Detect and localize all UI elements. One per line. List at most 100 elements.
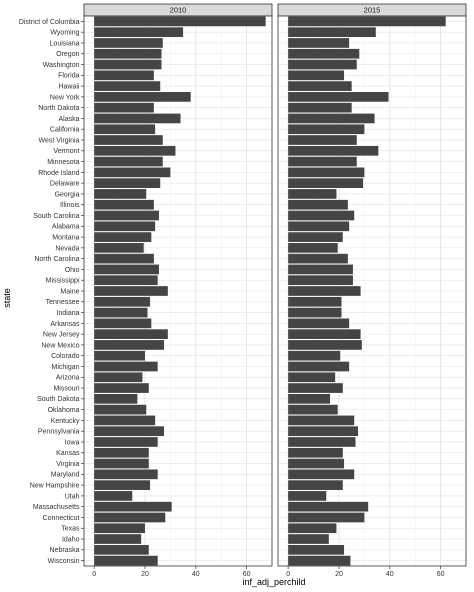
bar-2010-missouri bbox=[94, 383, 149, 393]
bar-2010-washington bbox=[94, 59, 162, 70]
y-tick-label: South Dakota bbox=[37, 396, 80, 403]
y-tick-label: Ohio bbox=[65, 267, 80, 274]
y-tick-label: Washington bbox=[43, 62, 80, 69]
y-tick-label: Massachusetts bbox=[33, 504, 80, 511]
y-tick-label: Idaho bbox=[62, 536, 80, 543]
y-tick-label: Arizona bbox=[56, 375, 80, 382]
y-tick-label: Nebraska bbox=[50, 547, 80, 554]
x-tick-label: 0 bbox=[92, 571, 96, 578]
bar-2015-south-carolina bbox=[288, 210, 355, 221]
y-tick-label: North Carolina bbox=[34, 256, 79, 263]
bar-2015-wyoming bbox=[288, 27, 376, 38]
y-tick-label: South Carolina bbox=[33, 213, 79, 220]
y-tick-label: Montana bbox=[52, 234, 79, 241]
y-tick-label: Virginia bbox=[56, 461, 79, 468]
bar-2015-new-jersey bbox=[288, 329, 361, 339]
y-tick-label: Louisiana bbox=[50, 40, 80, 47]
y-tick-label: Alaska bbox=[58, 116, 79, 123]
bar-2015-south-dakota bbox=[288, 393, 331, 404]
bar-2015-virginia bbox=[288, 458, 345, 469]
y-tick-label: Texas bbox=[61, 526, 80, 533]
bar-2010-arkansas bbox=[94, 318, 152, 329]
y-tick-label: New Jersey bbox=[43, 332, 80, 339]
y-tick-label: Pennsylvania bbox=[38, 429, 80, 436]
y-tick-label: Connecticut bbox=[43, 515, 80, 522]
bar-2015-new-hampshire bbox=[288, 480, 343, 490]
bar-2010-rhode-island bbox=[94, 167, 171, 178]
y-tick-label: Iowa bbox=[65, 439, 80, 446]
panel-border bbox=[277, 15, 467, 567]
y-tick-label: Utah bbox=[65, 493, 80, 500]
bar-2010-utah bbox=[94, 491, 133, 501]
y-tick-label: Georgia bbox=[55, 191, 80, 198]
bar-2015-iowa bbox=[288, 437, 356, 447]
bar-2015-alabama bbox=[288, 221, 350, 232]
bar-2015-vermont bbox=[288, 145, 379, 156]
x-tick-label: 40 bbox=[192, 571, 200, 578]
bar-2015-nevada bbox=[288, 243, 338, 253]
bar-2015-north-dakota bbox=[288, 102, 352, 113]
bar-2010-new-hampshire bbox=[94, 480, 151, 490]
bar-2010-connecticut bbox=[94, 512, 166, 523]
bar-2015-georgia bbox=[288, 189, 337, 199]
bar-2010-wyoming bbox=[94, 27, 184, 38]
x-tick-label: 20 bbox=[335, 571, 343, 578]
bar-2010-maryland bbox=[94, 469, 158, 480]
bar-2015-california bbox=[288, 124, 365, 135]
bar-2010-indiana bbox=[94, 307, 148, 318]
bar-2010-pennsylvania bbox=[94, 426, 165, 437]
bar-2010-south-carolina bbox=[94, 210, 159, 221]
bar-2015-ohio bbox=[288, 264, 353, 275]
bar-2015-tennessee bbox=[288, 296, 342, 307]
bar-2015-district-of-columbia bbox=[288, 16, 446, 27]
bar-2010-alabama bbox=[94, 221, 156, 232]
bar-2010-district-of-columbia bbox=[94, 16, 266, 27]
bar-2015-indiana bbox=[288, 307, 342, 318]
bar-2010-texas bbox=[94, 523, 145, 534]
bar-2010-louisiana bbox=[94, 38, 163, 48]
bar-2015-idaho bbox=[288, 534, 329, 544]
bar-2015-louisiana bbox=[288, 38, 350, 48]
bar-2015-maryland bbox=[288, 469, 355, 480]
bar-2010-oregon bbox=[94, 48, 162, 59]
y-tick-label: Maine bbox=[60, 288, 79, 295]
y-tick-label: Oregon bbox=[56, 51, 79, 58]
bar-2010-alaska bbox=[94, 113, 181, 124]
x-axis-title: inf_adj_perchild bbox=[242, 577, 305, 587]
y-tick-label: New Hampshire bbox=[30, 483, 80, 490]
facet-panel-2010: 2010 0 20 40 60 District of Columbia Wyoming Lo… bbox=[19, 3, 273, 578]
bar-2015-utah bbox=[288, 491, 327, 501]
facet-panel-2015: 2015 0 20 40 60 bbox=[277, 3, 467, 578]
bar-2015-nebraska bbox=[288, 544, 345, 555]
bar-2010-iowa bbox=[94, 437, 158, 447]
y-tick-label: Kentucky bbox=[51, 418, 80, 425]
bar-2015-washington bbox=[288, 59, 357, 70]
y-axis-title: state bbox=[2, 288, 12, 308]
y-tick-label: Wisconsin bbox=[48, 558, 80, 565]
bar-2015-montana bbox=[288, 232, 343, 242]
bar-2010-ohio bbox=[94, 264, 159, 275]
y-tick-label: District of Columbia bbox=[19, 19, 80, 26]
bar-2010-virginia bbox=[94, 458, 149, 469]
bar-2010-vermont bbox=[94, 145, 176, 156]
bar-2010-wisconsin bbox=[94, 555, 158, 566]
bar-2010-arizona bbox=[94, 372, 143, 383]
bar-2010-massachusetts bbox=[94, 501, 172, 512]
bar-2015-new-mexico bbox=[288, 340, 362, 350]
y-tick-label: New Mexico bbox=[41, 342, 79, 349]
bar-2015-michigan bbox=[288, 361, 350, 372]
bar-2010-delaware bbox=[94, 178, 161, 189]
y-tick-label: Michigan bbox=[51, 364, 79, 371]
y-tick-label: Oklahoma bbox=[48, 407, 80, 414]
bar-2015-connecticut bbox=[288, 512, 365, 523]
bar-2010-idaho bbox=[94, 534, 142, 544]
y-tick-label: Florida bbox=[58, 73, 80, 80]
y-tick-label: Delaware bbox=[50, 181, 80, 188]
y-tick-label: Rhode Island bbox=[38, 170, 79, 177]
y-tick-label: New York bbox=[50, 94, 80, 101]
bar-2015-alaska bbox=[288, 113, 375, 124]
facet-strip-label: 2015 bbox=[364, 6, 381, 15]
bar-2010-mississippi bbox=[94, 275, 158, 286]
bar-2010-hawaii bbox=[94, 81, 161, 91]
